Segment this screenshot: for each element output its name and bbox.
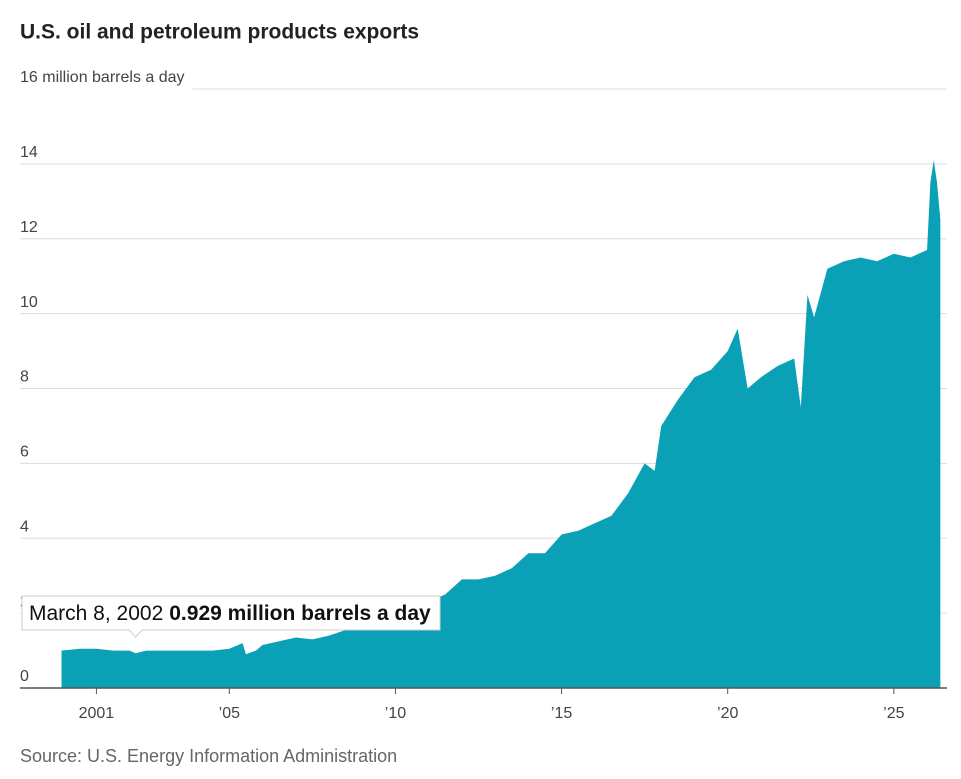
y-tick-label: 0 [20, 668, 29, 685]
x-tick-label: 2001 [79, 705, 115, 722]
tooltip-box [21, 595, 441, 631]
x-tick-label: ’15 [551, 705, 572, 722]
y-tick-label: 6 [20, 444, 29, 461]
tooltip-pointer [128, 629, 143, 638]
y-tick-label: 12 [20, 219, 38, 236]
tooltip-value: 0.929 million barrels a day [169, 602, 431, 625]
tooltip-text: March 8, 2002 0.929 million barrels a day [29, 602, 431, 625]
source: Source: U.S. Energy Information Administ… [20, 746, 397, 766]
x-tick-label: ’10 [385, 705, 406, 722]
y-tick-label: 10 [20, 294, 38, 311]
x-tick-label: ’20 [717, 705, 738, 722]
y-tick-label: 4 [20, 518, 29, 535]
y-tick-label: 14 [20, 144, 38, 161]
grid [20, 88, 947, 614]
tooltip: March 8, 2002 0.929 million barrels a day [21, 595, 441, 638]
y-tick-label: 8 [20, 369, 29, 386]
x-tick-label: ’05 [219, 705, 240, 722]
tooltip-date: March 8, 2002 [29, 602, 163, 625]
x-tick-label: ’25 [883, 705, 904, 722]
y-tick-label: 16 million barrels a day [20, 69, 185, 86]
area [61, 160, 941, 689]
chart-title: U.S. oil and petroleum products exports [20, 21, 419, 44]
